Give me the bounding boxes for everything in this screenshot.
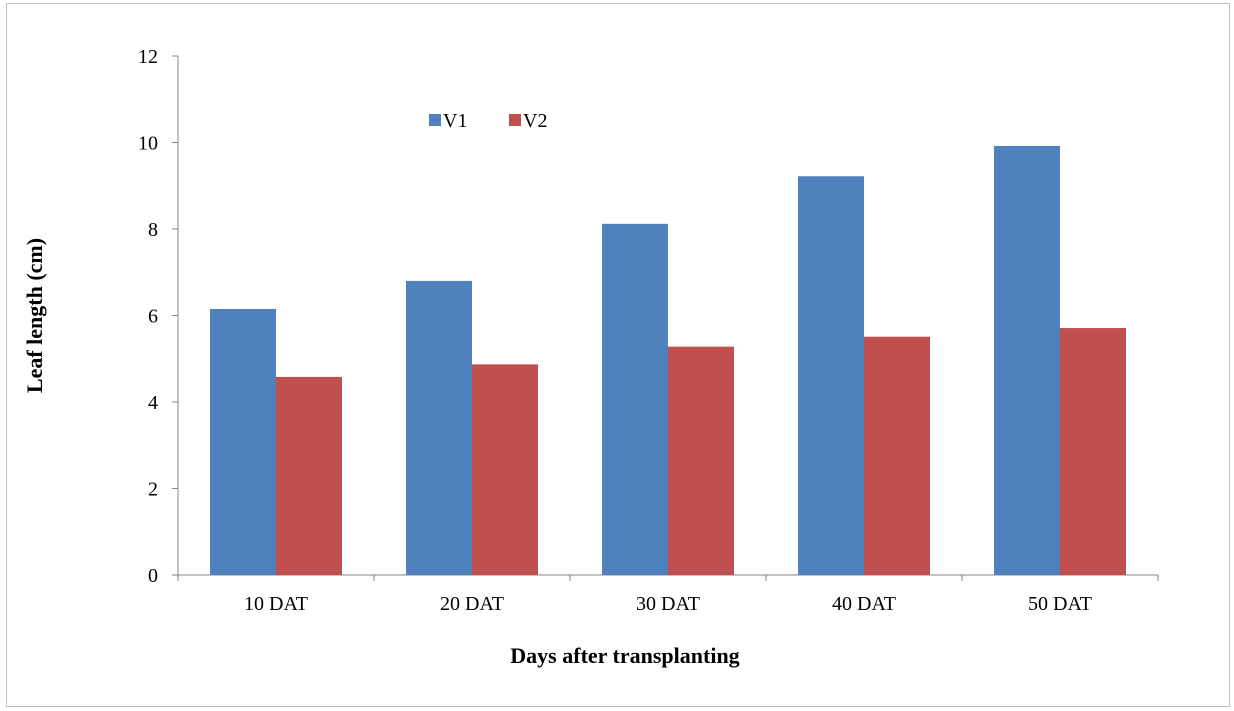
- y-tick-label: 6: [148, 306, 158, 328]
- bar-v1-30-dat: [602, 223, 668, 575]
- legend-swatch-v1: [429, 114, 441, 126]
- bar-v2-30-dat: [668, 346, 734, 575]
- y-tick-label: 10: [138, 133, 158, 155]
- bar-v1-40-dat: [798, 176, 864, 576]
- y-tick-label: 8: [148, 219, 158, 241]
- y-ticks: 0 2 4 6 8 10 12: [138, 46, 178, 587]
- x-tick-label: 10 DAT: [244, 593, 308, 615]
- legend-label-v1: V1: [443, 110, 467, 132]
- y-tick-label: 12: [138, 46, 158, 68]
- x-tick-label: 40 DAT: [832, 593, 896, 615]
- legend-label-v2: V2: [523, 110, 547, 132]
- legend-swatch-v2: [509, 114, 521, 126]
- y-tick-label: 2: [148, 479, 158, 501]
- y-tick-label: 4: [148, 392, 158, 414]
- bar-v1-20-dat: [406, 280, 472, 575]
- x-ticks: 10 DAT 20 DAT 30 DAT 40 DAT 50 DAT: [177, 575, 1159, 615]
- bar-v1-10-dat: [210, 309, 276, 575]
- bar-v2-10-dat: [276, 376, 342, 575]
- bar-v2-50-dat: [1060, 328, 1126, 575]
- bar-v1-50-dat: [994, 145, 1060, 575]
- x-tick-label: 30 DAT: [636, 593, 700, 615]
- y-axis-title: Leaf length (cm): [22, 238, 47, 393]
- y-tick-label: 0: [148, 565, 158, 587]
- x-tick-label: 20 DAT: [440, 593, 504, 615]
- bars: [210, 145, 1126, 576]
- legend: V1 V2: [429, 110, 547, 132]
- x-axis-title: Days after transplanting: [510, 643, 739, 668]
- x-tick-label: 50 DAT: [1028, 593, 1092, 615]
- bar-v2-40-dat: [864, 336, 930, 575]
- bar-v2-20-dat: [472, 364, 538, 575]
